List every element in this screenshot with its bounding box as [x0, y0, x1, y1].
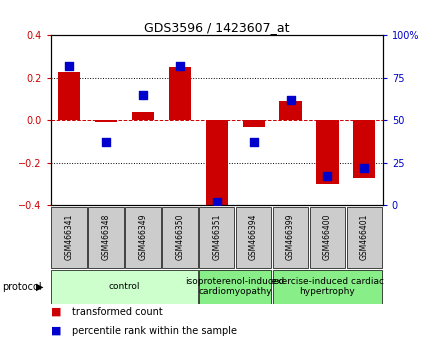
Bar: [51, 270, 198, 304]
Bar: [88, 207, 124, 268]
Text: isoproterenol-induced
cardiomyopathy: isoproterenol-induced cardiomyopathy: [186, 277, 285, 296]
Bar: [273, 270, 382, 304]
Bar: [125, 207, 161, 268]
Text: GSM466348: GSM466348: [102, 214, 110, 261]
Bar: [236, 207, 271, 268]
Bar: [162, 207, 198, 268]
Point: [176, 63, 183, 69]
Bar: [279, 101, 301, 120]
Text: GSM466394: GSM466394: [249, 214, 258, 261]
Bar: [273, 207, 308, 268]
Text: GSM466350: GSM466350: [175, 214, 184, 261]
Bar: [347, 207, 382, 268]
Text: GSM466349: GSM466349: [138, 214, 147, 261]
Text: GSM466401: GSM466401: [360, 214, 369, 261]
Text: ■: ■: [51, 326, 61, 336]
Point: [139, 92, 147, 98]
Bar: [95, 120, 117, 122]
Bar: [199, 207, 235, 268]
Bar: [169, 67, 191, 120]
Text: ■: ■: [51, 307, 61, 316]
Text: exercise-induced cardiac
hypertrophy: exercise-induced cardiac hypertrophy: [271, 277, 384, 296]
Point: [250, 139, 257, 145]
Point: [213, 199, 220, 205]
Bar: [58, 72, 80, 120]
Point: [66, 63, 73, 69]
Title: GDS3596 / 1423607_at: GDS3596 / 1423607_at: [144, 21, 290, 34]
Bar: [132, 112, 154, 120]
Bar: [353, 120, 375, 178]
Text: percentile rank within the sample: percentile rank within the sample: [72, 326, 237, 336]
Bar: [51, 207, 87, 268]
Text: ▶: ▶: [36, 282, 44, 292]
Text: GSM466341: GSM466341: [65, 214, 73, 261]
Text: GSM466400: GSM466400: [323, 214, 332, 261]
Text: control: control: [109, 282, 140, 291]
Bar: [310, 207, 345, 268]
Text: GSM466351: GSM466351: [212, 214, 221, 261]
Point: [287, 97, 294, 103]
Point: [103, 139, 110, 145]
Point: [361, 165, 368, 171]
Bar: [199, 270, 271, 304]
Bar: [242, 120, 265, 127]
Bar: [205, 120, 228, 205]
Bar: [316, 120, 338, 184]
Text: GSM466399: GSM466399: [286, 214, 295, 261]
Point: [324, 173, 331, 179]
Text: transformed count: transformed count: [72, 307, 162, 316]
Text: protocol: protocol: [2, 282, 42, 292]
